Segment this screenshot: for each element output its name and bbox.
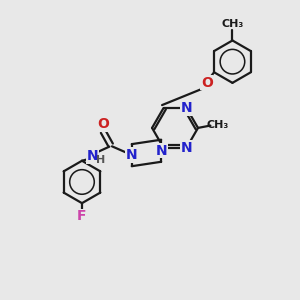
Text: O: O <box>97 117 109 131</box>
Text: O: O <box>201 76 213 90</box>
Text: N: N <box>126 148 138 162</box>
Text: N: N <box>181 101 192 115</box>
Text: F: F <box>77 209 87 224</box>
Text: N: N <box>155 144 167 158</box>
Text: N: N <box>86 149 98 163</box>
Text: N: N <box>181 141 192 155</box>
Text: CH₃: CH₃ <box>221 19 244 29</box>
Text: CH₃: CH₃ <box>207 120 229 130</box>
Text: H: H <box>96 154 105 165</box>
